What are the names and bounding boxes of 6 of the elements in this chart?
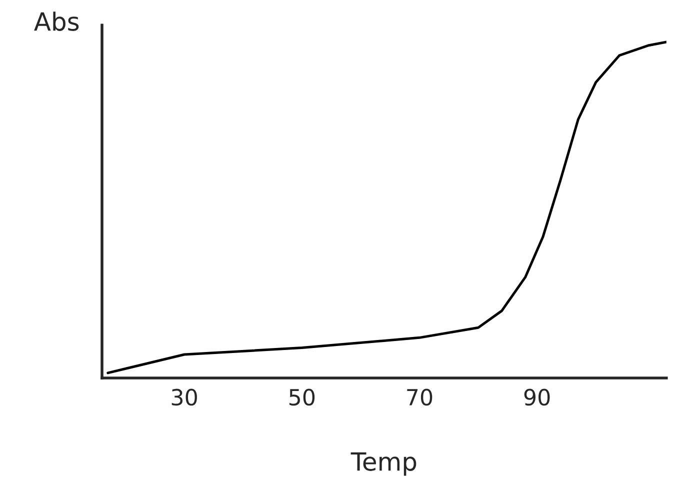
x-tick-label: 70 [407,388,432,406]
x-tick-label: 50 [289,388,315,406]
x-tick-label: 90 [524,388,550,406]
y-axis-title: Abs [34,12,79,31]
x-tick-label: 30 [172,388,197,406]
x-axis-title: Temp [350,452,416,476]
